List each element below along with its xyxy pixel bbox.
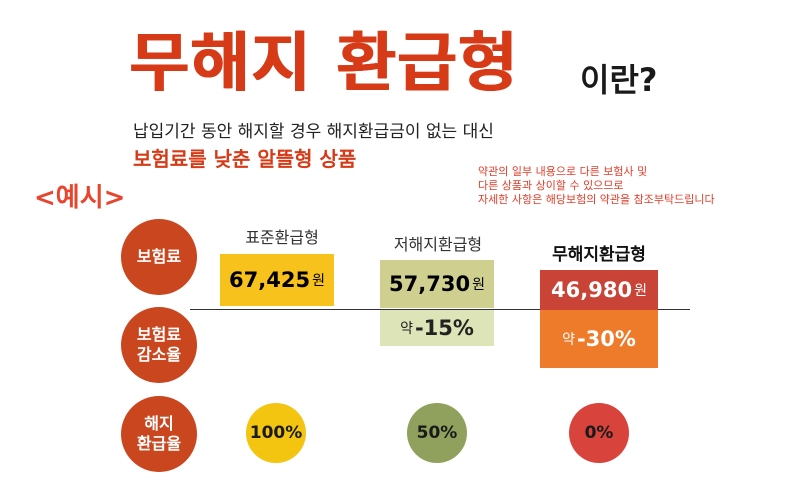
price-box-no-refund: 46,980 원 xyxy=(540,270,658,310)
price-unit: 원 xyxy=(634,283,647,299)
row-label-refund: 해지 환급율 xyxy=(121,396,197,472)
row-label-refund-text: 해지 환급율 xyxy=(136,414,182,453)
reduction-prefix: 약 xyxy=(400,321,413,337)
price-box-low-refund: 57,730 원 xyxy=(380,260,494,308)
row-label-reduction: 보험료 감소율 xyxy=(121,307,197,383)
price-unit: 원 xyxy=(472,277,485,293)
page-title-suffix: 이란? xyxy=(580,61,658,99)
page-title: 무해지 환급형 xyxy=(130,27,520,101)
price-value: 57,730 xyxy=(389,272,471,296)
column-header-low-refund: 저해지환급형 xyxy=(393,235,483,254)
refund-circle-standard: 100% xyxy=(246,403,306,463)
column-header-standard: 표준환급형 xyxy=(245,228,319,247)
price-unit: 원 xyxy=(312,273,325,289)
table-divider xyxy=(190,309,690,310)
subtitle-highlight: 보험료를 낮춘 알뜰형 상품 xyxy=(133,147,357,171)
refund-circle-no-refund: 0% xyxy=(569,403,629,463)
reduction-box-low-refund: 약 -15% xyxy=(380,310,494,346)
price-value: 46,980 xyxy=(551,278,633,302)
refund-value: 100% xyxy=(249,423,303,443)
refund-value: 0% xyxy=(584,423,614,443)
notice-line: 자세한 사항은 해당보험의 약관을 참조부탁드립니다 xyxy=(478,193,715,206)
column-header-no-refund: 무해지환급형 xyxy=(552,245,646,265)
example-label: <예시> xyxy=(34,183,126,213)
row-label-premium-text: 보험료 xyxy=(136,247,182,266)
reduction-value: -30% xyxy=(576,327,636,351)
subtitle: 납입기간 동안 해지할 경우 해지환급금이 없는 대신 xyxy=(133,122,494,142)
price-box-standard: 67,425 원 xyxy=(220,254,334,306)
reduction-prefix: 약 xyxy=(562,332,575,348)
reduction-value: -15% xyxy=(414,316,474,340)
reduction-box-no-refund: 약 -30% xyxy=(540,310,658,368)
refund-circle-low-refund: 50% xyxy=(407,403,467,463)
row-label-premium: 보험료 xyxy=(121,219,197,295)
notice-text: 약관의 일부 내용으로 다른 보험사 및 다른 상품과 상이할 수 있으므로 자… xyxy=(478,165,715,207)
price-value: 67,425 xyxy=(229,268,311,292)
row-label-reduction-text: 보험료 감소율 xyxy=(136,325,182,364)
notice-line: 다른 상품과 상이할 수 있으므로 xyxy=(478,179,624,192)
refund-value: 50% xyxy=(416,423,458,443)
notice-line: 약관의 일부 내용으로 다른 보험사 및 xyxy=(478,165,648,178)
